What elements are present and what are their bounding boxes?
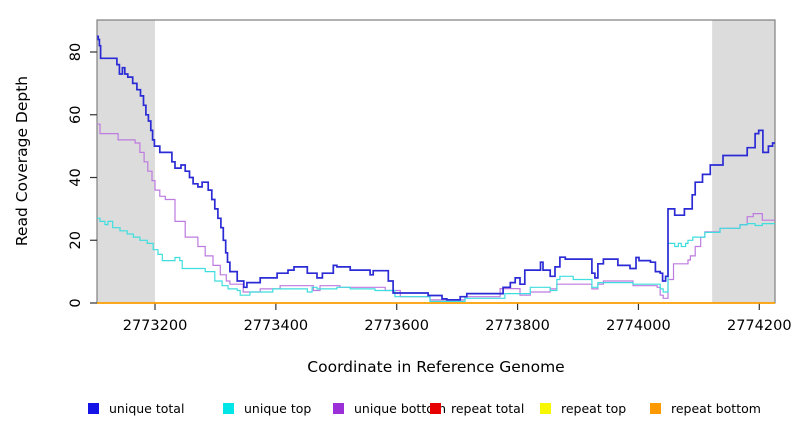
y-tick-label: 60	[68, 106, 84, 124]
legend-swatch-icon	[540, 402, 551, 414]
series-line-unique-top	[97, 217, 775, 302]
x-tick-label: 2773200	[123, 318, 188, 334]
x-tick-label: 2774000	[606, 318, 671, 334]
series-line-unique-bottom	[97, 123, 775, 301]
y-tick-label: 80	[68, 43, 84, 61]
legend-item-repeat-total: repeat total	[430, 400, 524, 416]
legend-item-unique-bottom: unique bottom	[333, 400, 446, 416]
y-tick-label: 0	[68, 298, 84, 307]
legend-item-unique-total: unique total	[88, 400, 184, 416]
legend-item-repeat-top: repeat top	[540, 400, 626, 416]
shaded-region	[712, 20, 775, 303]
legend-label: repeat top	[561, 400, 627, 416]
legend-label: repeat total	[451, 400, 525, 416]
legend-label: unique bottom	[354, 400, 447, 416]
legend-label: unique total	[109, 400, 185, 416]
x-tick-label: 2774200	[727, 318, 792, 334]
legend-item-repeat-bottom: repeat bottom	[650, 400, 761, 416]
y-tick-label: 40	[68, 168, 84, 186]
x-tick-label: 2773600	[364, 318, 429, 334]
legend-label: repeat bottom	[671, 400, 761, 416]
y-axis-label: Read Coverage Depth	[13, 75, 31, 247]
x-tick-label: 2773400	[244, 318, 309, 334]
series-line-unique-total	[97, 35, 775, 301]
legend-swatch-icon	[333, 402, 344, 414]
legend-swatch-icon	[223, 402, 234, 414]
legend-swatch-icon	[430, 402, 441, 414]
legend-item-unique-top: unique top	[223, 400, 311, 416]
legend-label: unique top	[244, 400, 312, 416]
legend-swatch-icon	[88, 402, 99, 414]
legend-swatch-icon	[650, 402, 661, 414]
x-axis-label: Coordinate in Reference Genome	[307, 358, 565, 376]
y-tick-label: 20	[68, 231, 84, 249]
plot-border	[96, 19, 776, 304]
x-tick-label: 2773800	[485, 318, 550, 334]
